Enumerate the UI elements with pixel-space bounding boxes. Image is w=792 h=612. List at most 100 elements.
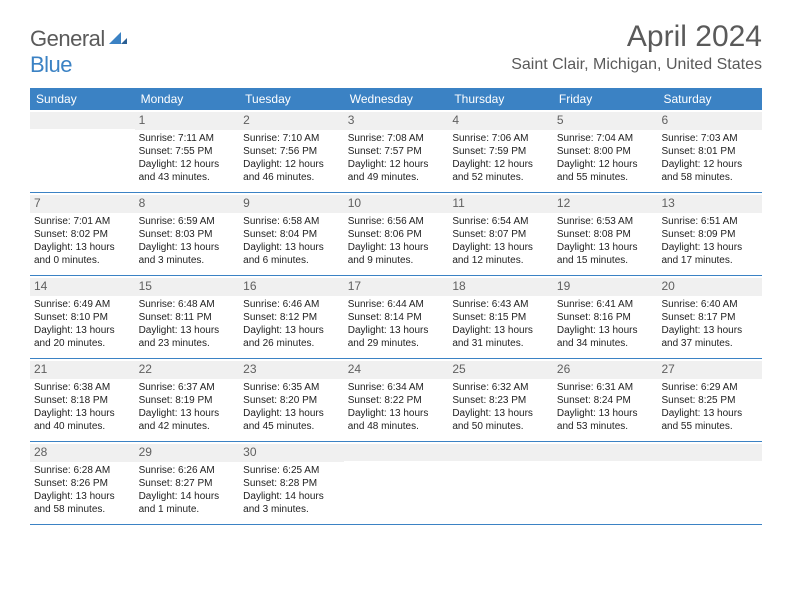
daylight1-text: Daylight: 14 hours <box>243 490 340 503</box>
day-header: Sunday <box>30 88 135 110</box>
day-cell: 28Sunrise: 6:28 AMSunset: 8:26 PMDayligh… <box>30 442 135 524</box>
day-cell: 20Sunrise: 6:40 AMSunset: 8:17 PMDayligh… <box>657 276 762 358</box>
daylight2-text: and 45 minutes. <box>243 420 340 433</box>
day-cell: 13Sunrise: 6:51 AMSunset: 8:09 PMDayligh… <box>657 193 762 275</box>
sunrise-text: Sunrise: 6:38 AM <box>34 381 131 394</box>
sunrise-text: Sunrise: 6:46 AM <box>243 298 340 311</box>
sunrise-text: Sunrise: 7:01 AM <box>34 215 131 228</box>
day-cell: 26Sunrise: 6:31 AMSunset: 8:24 PMDayligh… <box>553 359 658 441</box>
day-cell <box>344 442 449 524</box>
daylight1-text: Daylight: 12 hours <box>139 158 236 171</box>
day-number: 9 <box>239 195 344 213</box>
daylight2-text: and 1 minute. <box>139 503 236 516</box>
sunset-text: Sunset: 7:56 PM <box>243 145 340 158</box>
daylight2-text: and 23 minutes. <box>139 337 236 350</box>
day-number: 25 <box>448 361 553 379</box>
daylight1-text: Daylight: 13 hours <box>452 407 549 420</box>
daylight2-text: and 46 minutes. <box>243 171 340 184</box>
sunrise-text: Sunrise: 6:59 AM <box>139 215 236 228</box>
day-header: Saturday <box>657 88 762 110</box>
sunrise-text: Sunrise: 6:54 AM <box>452 215 549 228</box>
sunrise-text: Sunrise: 6:51 AM <box>661 215 758 228</box>
day-cell <box>30 110 135 192</box>
day-cell: 6Sunrise: 7:03 AMSunset: 8:01 PMDaylight… <box>657 110 762 192</box>
day-cell: 17Sunrise: 6:44 AMSunset: 8:14 PMDayligh… <box>344 276 449 358</box>
daylight1-text: Daylight: 13 hours <box>34 324 131 337</box>
daylight2-text: and 49 minutes. <box>348 171 445 184</box>
week-row: 28Sunrise: 6:28 AMSunset: 8:26 PMDayligh… <box>30 442 762 525</box>
sunrise-text: Sunrise: 7:04 AM <box>557 132 654 145</box>
day-cell: 12Sunrise: 6:53 AMSunset: 8:08 PMDayligh… <box>553 193 658 275</box>
daylight2-text: and 58 minutes. <box>34 503 131 516</box>
day-cell: 25Sunrise: 6:32 AMSunset: 8:23 PMDayligh… <box>448 359 553 441</box>
sunset-text: Sunset: 8:04 PM <box>243 228 340 241</box>
sunrise-text: Sunrise: 6:35 AM <box>243 381 340 394</box>
day-cell <box>553 442 658 524</box>
daylight2-text: and 40 minutes. <box>34 420 131 433</box>
day-cell: 2Sunrise: 7:10 AMSunset: 7:56 PMDaylight… <box>239 110 344 192</box>
daylight1-text: Daylight: 13 hours <box>557 241 654 254</box>
day-cell: 16Sunrise: 6:46 AMSunset: 8:12 PMDayligh… <box>239 276 344 358</box>
daylight2-text: and 26 minutes. <box>243 337 340 350</box>
sunset-text: Sunset: 8:27 PM <box>139 477 236 490</box>
day-cell: 3Sunrise: 7:08 AMSunset: 7:57 PMDaylight… <box>344 110 449 192</box>
sunrise-text: Sunrise: 6:37 AM <box>139 381 236 394</box>
day-cell: 7Sunrise: 7:01 AMSunset: 8:02 PMDaylight… <box>30 193 135 275</box>
day-header: Monday <box>135 88 240 110</box>
sunrise-text: Sunrise: 6:43 AM <box>452 298 549 311</box>
daylight1-text: Daylight: 13 hours <box>348 324 445 337</box>
sunset-text: Sunset: 8:00 PM <box>557 145 654 158</box>
day-number: 13 <box>657 195 762 213</box>
sunset-text: Sunset: 8:24 PM <box>557 394 654 407</box>
daylight1-text: Daylight: 13 hours <box>348 241 445 254</box>
day-cell: 23Sunrise: 6:35 AMSunset: 8:20 PMDayligh… <box>239 359 344 441</box>
day-cell: 15Sunrise: 6:48 AMSunset: 8:11 PMDayligh… <box>135 276 240 358</box>
sunset-text: Sunset: 8:14 PM <box>348 311 445 324</box>
day-cell <box>657 442 762 524</box>
day-number: 14 <box>30 278 135 296</box>
sunrise-text: Sunrise: 6:34 AM <box>348 381 445 394</box>
day-number: 17 <box>344 278 449 296</box>
sunset-text: Sunset: 8:12 PM <box>243 311 340 324</box>
daylight2-text: and 37 minutes. <box>661 337 758 350</box>
sunset-text: Sunset: 8:03 PM <box>139 228 236 241</box>
sunrise-text: Sunrise: 6:48 AM <box>139 298 236 311</box>
day-cell: 8Sunrise: 6:59 AMSunset: 8:03 PMDaylight… <box>135 193 240 275</box>
daylight1-text: Daylight: 13 hours <box>34 241 131 254</box>
day-cell: 30Sunrise: 6:25 AMSunset: 8:28 PMDayligh… <box>239 442 344 524</box>
daylight2-text: and 3 minutes. <box>139 254 236 267</box>
daylight1-text: Daylight: 13 hours <box>243 241 340 254</box>
daylight2-text: and 6 minutes. <box>243 254 340 267</box>
sunset-text: Sunset: 8:28 PM <box>243 477 340 490</box>
daylight2-text: and 55 minutes. <box>557 171 654 184</box>
sunset-text: Sunset: 8:17 PM <box>661 311 758 324</box>
sunrise-text: Sunrise: 6:58 AM <box>243 215 340 228</box>
day-headers-row: Sunday Monday Tuesday Wednesday Thursday… <box>30 88 762 110</box>
daylight1-text: Daylight: 13 hours <box>452 241 549 254</box>
daylight1-text: Daylight: 13 hours <box>661 407 758 420</box>
day-number: 29 <box>135 444 240 462</box>
day-cell: 19Sunrise: 6:41 AMSunset: 8:16 PMDayligh… <box>553 276 658 358</box>
logo-word-1: General <box>30 26 105 51</box>
sunset-text: Sunset: 8:07 PM <box>452 228 549 241</box>
day-cell <box>448 442 553 524</box>
daylight1-text: Daylight: 13 hours <box>139 407 236 420</box>
day-number: 11 <box>448 195 553 213</box>
sunset-text: Sunset: 8:02 PM <box>34 228 131 241</box>
sunrise-text: Sunrise: 7:06 AM <box>452 132 549 145</box>
day-cell: 14Sunrise: 6:49 AMSunset: 8:10 PMDayligh… <box>30 276 135 358</box>
day-cell: 4Sunrise: 7:06 AMSunset: 7:59 PMDaylight… <box>448 110 553 192</box>
daylight1-text: Daylight: 13 hours <box>139 324 236 337</box>
sunrise-text: Sunrise: 7:10 AM <box>243 132 340 145</box>
daylight2-text: and 29 minutes. <box>348 337 445 350</box>
daylight2-text: and 43 minutes. <box>139 171 236 184</box>
day-cell: 24Sunrise: 6:34 AMSunset: 8:22 PMDayligh… <box>344 359 449 441</box>
sunrise-text: Sunrise: 6:41 AM <box>557 298 654 311</box>
day-header: Friday <box>553 88 658 110</box>
daylight1-text: Daylight: 13 hours <box>139 241 236 254</box>
calendar-grid: Sunday Monday Tuesday Wednesday Thursday… <box>30 88 762 525</box>
daylight2-text: and 50 minutes. <box>452 420 549 433</box>
title-block: April 2024 Saint Clair, Michigan, United… <box>511 20 762 74</box>
day-number: 28 <box>30 444 135 462</box>
daylight2-text: and 55 minutes. <box>661 420 758 433</box>
